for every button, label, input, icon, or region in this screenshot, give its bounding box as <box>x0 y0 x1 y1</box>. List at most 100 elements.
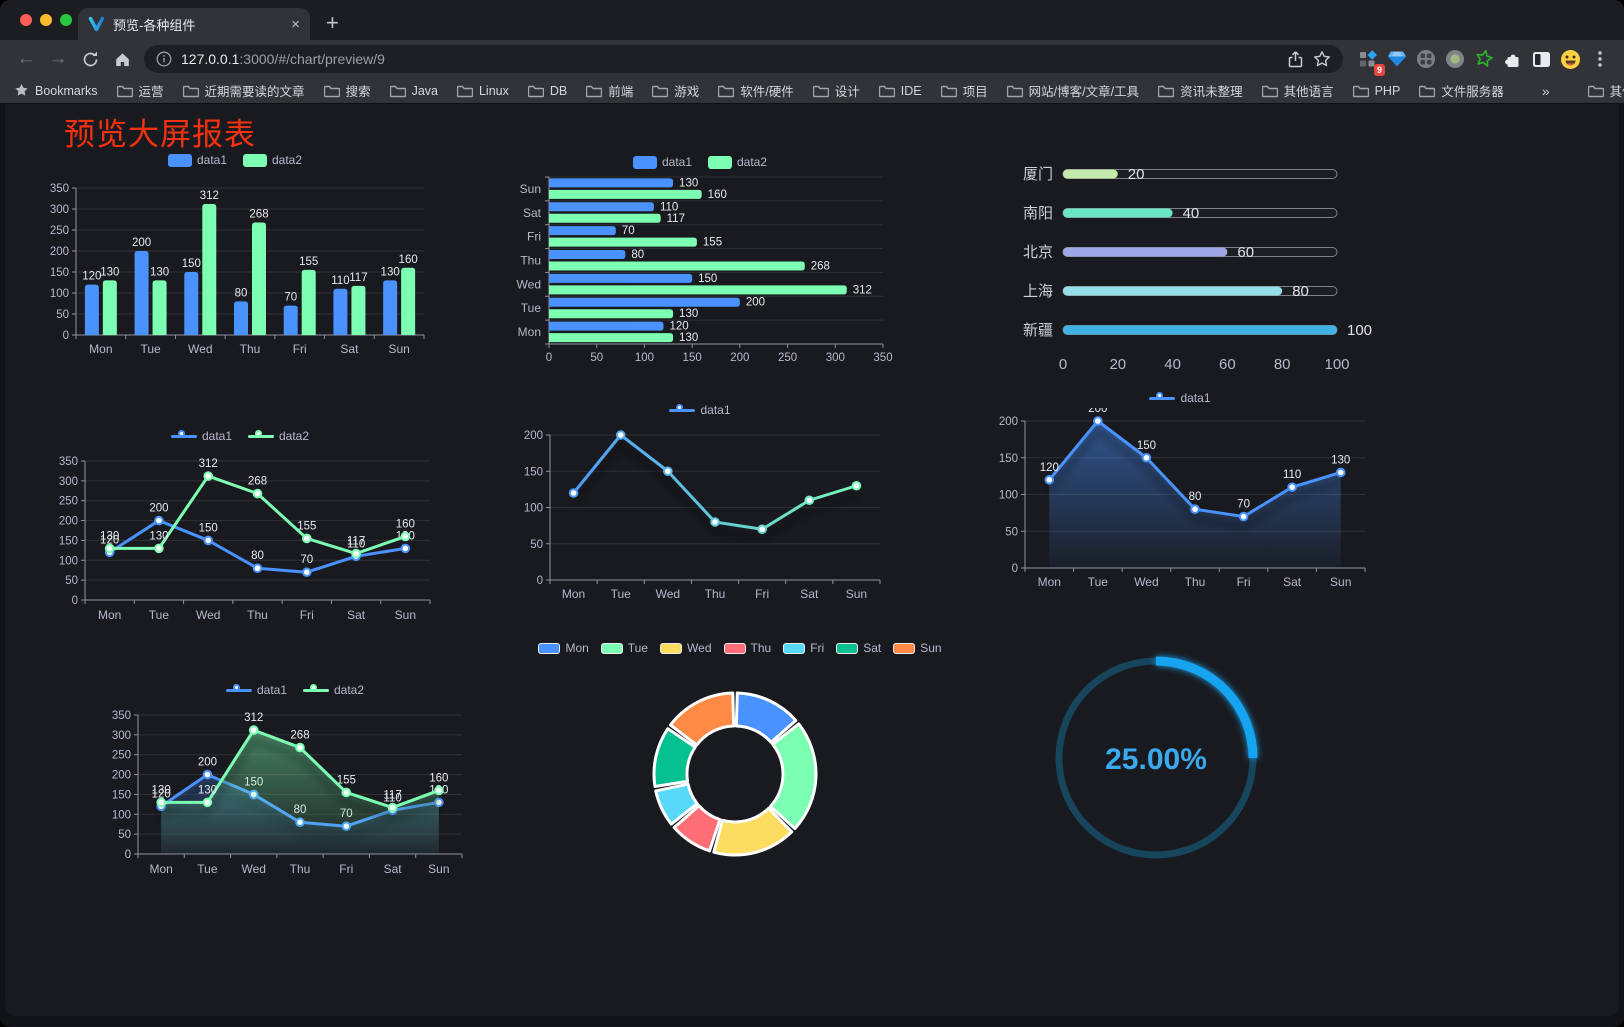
chart-canvas-bar-vertical: 0 50 100 150 200 250 300 350 Mon Tue Wed Thu Fri Sat S… <box>50 183 425 356</box>
folder-icon <box>1419 84 1436 98</box>
legend-item[interactable]: data1 <box>167 153 227 167</box>
legend-item[interactable]: data2 <box>243 153 302 167</box>
svg-text:120: 120 <box>100 534 119 546</box>
legend-item[interactable]: Fri <box>783 641 824 655</box>
svg-text:150: 150 <box>112 789 131 801</box>
forward-button[interactable]: → <box>48 48 68 69</box>
legend-item[interactable]: Sun <box>893 641 942 655</box>
legend-item[interactable]: Tue <box>600 641 648 655</box>
bookmark-folder[interactable]: DB <box>527 81 567 100</box>
profile-emoji-icon[interactable] <box>1556 44 1585 74</box>
bookmark-folder[interactable]: 运营 <box>116 81 164 100</box>
legend-item[interactable]: data2 <box>303 683 364 697</box>
legend-label: Sat <box>863 641 882 655</box>
bookmark-folder[interactable]: 游戏 <box>652 81 699 100</box>
svg-text:Sun: Sun <box>520 182 541 196</box>
legend-label: data1 <box>196 153 227 167</box>
legend-item[interactable]: data2 <box>248 429 309 443</box>
bookmarks-manager[interactable]: Bookmarks <box>14 83 98 98</box>
legend-item[interactable]: data1 <box>225 683 287 697</box>
svg-text:150: 150 <box>182 258 201 270</box>
bookmark-folder[interactable]: 其他语言 <box>1261 81 1334 100</box>
window-minimize-button[interactable] <box>40 14 52 26</box>
folder-icon <box>812 84 829 98</box>
svg-text:新疆: 新疆 <box>1023 322 1053 339</box>
svg-text:20: 20 <box>1109 356 1126 373</box>
svg-text:Thu: Thu <box>705 587 726 601</box>
legend-item[interactable]: Mon <box>538 641 589 655</box>
svg-text:117: 117 <box>383 790 401 802</box>
bookmark-folder[interactable]: 网站/博客/文章/工具 <box>1006 81 1139 100</box>
bookmark-folder[interactable]: 文件服务器 <box>1419 81 1504 100</box>
reload-button[interactable] <box>74 43 106 75</box>
extension-green-star-icon[interactable] <box>1469 44 1498 74</box>
svg-text:155: 155 <box>299 256 318 268</box>
bookmark-folder[interactable]: 前端 <box>586 81 633 100</box>
bookmark-folder[interactable]: 项目 <box>940 81 988 100</box>
legend-item[interactable]: data1 <box>669 403 731 417</box>
legend-item[interactable]: data1 <box>1149 391 1211 405</box>
browser-menu-icon[interactable] <box>1585 44 1614 74</box>
back-button[interactable]: ← <box>16 48 36 69</box>
window-close-button[interactable] <box>20 14 32 26</box>
address-bar[interactable]: 127.0.0.1:3000/#/chart/preview/9 <box>144 45 1343 73</box>
svg-text:150: 150 <box>59 535 78 547</box>
bookmark-folder[interactable]: Java <box>389 81 438 100</box>
bookmark-folder[interactable]: 资讯未整理 <box>1158 81 1243 100</box>
svg-text:60: 60 <box>1237 244 1254 261</box>
chart-legend: data1 data2 <box>40 150 430 170</box>
site-info-icon[interactable] <box>156 51 172 67</box>
svg-text:Fri: Fri <box>755 587 769 601</box>
svg-text:50: 50 <box>1005 526 1018 538</box>
legend-item[interactable]: Sat <box>836 641 881 655</box>
svg-text:117: 117 <box>349 272 367 284</box>
svg-text:Thu: Thu <box>290 862 311 876</box>
bookmark-folder[interactable]: PHP <box>1352 81 1400 100</box>
new-tab-button[interactable]: + <box>326 10 339 35</box>
chart-legend: data1 data2 <box>45 426 435 446</box>
bookmark-folder[interactable]: 设计 <box>812 81 860 100</box>
svg-text:120: 120 <box>152 788 171 800</box>
chart-area-two-series: data1 data2 0 50 100 150 200 250 300 350 Mon Tue Wed… <box>100 680 490 900</box>
svg-text:120: 120 <box>670 321 689 333</box>
svg-text:40: 40 <box>1183 205 1200 222</box>
other-bookmarks[interactable]: 其他书签 <box>1587 81 1624 100</box>
folder-icon <box>116 84 133 98</box>
bookmark-folder[interactable]: 近期需要读的文章 <box>182 81 305 100</box>
svg-text:40: 40 <box>1164 356 1181 373</box>
extension-darkmode-icon[interactable] <box>1411 44 1440 74</box>
extensions-puzzle-icon[interactable] <box>1498 44 1527 74</box>
svg-text:25.00%: 25.00% <box>1105 743 1207 776</box>
bookmark-star-icon[interactable] <box>1313 50 1331 68</box>
legend-item[interactable]: Thu <box>723 641 771 655</box>
folder-icon <box>586 84 603 98</box>
svg-text:200: 200 <box>999 416 1018 428</box>
url-text[interactable]: 127.0.0.1:3000/#/chart/preview/9 <box>181 51 1278 67</box>
legend-item[interactable]: Wed <box>660 641 712 655</box>
svg-text:0: 0 <box>1012 563 1018 575</box>
bookmark-folder[interactable]: 软件/硬件 <box>718 81 794 100</box>
legend-item[interactable]: data2 <box>708 155 767 169</box>
bookmark-folder[interactable]: Linux <box>456 81 509 100</box>
svg-text:130: 130 <box>679 308 698 320</box>
legend-item[interactable]: data1 <box>170 429 232 443</box>
extension-dot-icon[interactable] <box>1440 44 1469 74</box>
home-button[interactable] <box>106 43 138 75</box>
svg-text:Tue: Tue <box>1088 575 1109 589</box>
extension-gem-icon[interactable] <box>1382 44 1411 74</box>
legend-item[interactable]: data1 <box>632 155 692 169</box>
svg-text:80: 80 <box>1292 283 1309 300</box>
extension-grid-icon[interactable]: 9 <box>1353 44 1385 76</box>
share-icon[interactable] <box>1287 50 1304 68</box>
tab-close-icon[interactable]: × <box>291 15 300 33</box>
bookmark-folder[interactable]: 搜索 <box>323 81 371 100</box>
bookmarks-overflow-chevron[interactable]: » <box>1541 82 1550 99</box>
svg-text:80: 80 <box>251 550 264 562</box>
browser-tab[interactable]: 预览-各种组件 × <box>78 8 310 40</box>
svg-text:268: 268 <box>249 208 268 220</box>
window-zoom-button[interactable] <box>60 14 72 26</box>
side-panel-icon[interactable] <box>1527 44 1556 74</box>
bookmark-folder[interactable]: IDE <box>878 81 922 100</box>
svg-text:150: 150 <box>524 466 543 478</box>
